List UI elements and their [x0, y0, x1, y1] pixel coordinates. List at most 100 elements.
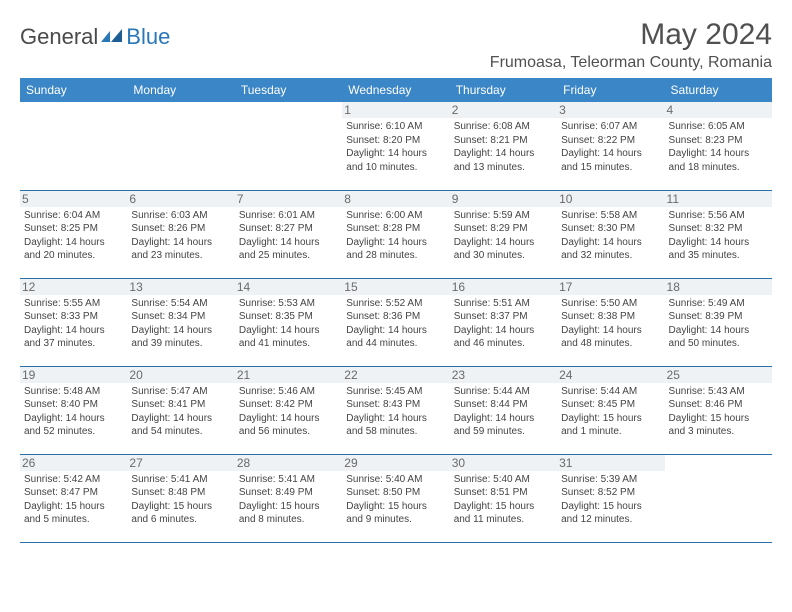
weekday-header: Thursday — [450, 78, 557, 102]
calendar-day-cell: 3Sunrise: 6:07 AMSunset: 8:22 PMDaylight… — [557, 102, 664, 190]
sunset-text: Sunset: 8:47 PM — [24, 486, 123, 500]
sunset-text: Sunset: 8:23 PM — [669, 134, 768, 148]
day-info: Sunrise: 5:39 AMSunset: 8:52 PMDaylight:… — [561, 473, 660, 527]
day-info: Sunrise: 5:54 AMSunset: 8:34 PMDaylight:… — [131, 297, 230, 351]
sunset-text: Sunset: 8:30 PM — [561, 222, 660, 236]
sunrise-text: Sunrise: 6:08 AM — [454, 120, 553, 134]
sunrise-text: Sunrise: 5:44 AM — [454, 385, 553, 399]
sunrise-text: Sunrise: 5:52 AM — [346, 297, 445, 311]
day-info: Sunrise: 5:56 AMSunset: 8:32 PMDaylight:… — [669, 209, 768, 263]
day-info: Sunrise: 6:10 AMSunset: 8:20 PMDaylight:… — [346, 120, 445, 174]
daylight-text: Daylight: 14 hours and 37 minutes. — [24, 324, 123, 351]
day-info: Sunrise: 6:04 AMSunset: 8:25 PMDaylight:… — [24, 209, 123, 263]
sunrise-text: Sunrise: 5:42 AM — [24, 473, 123, 487]
sunset-text: Sunset: 8:37 PM — [454, 310, 553, 324]
daylight-text: Daylight: 14 hours and 54 minutes. — [131, 412, 230, 439]
sunset-text: Sunset: 8:48 PM — [131, 486, 230, 500]
daylight-text: Daylight: 14 hours and 48 minutes. — [561, 324, 660, 351]
day-info: Sunrise: 5:44 AMSunset: 8:45 PMDaylight:… — [561, 385, 660, 439]
day-number: 18 — [665, 279, 772, 295]
sunrise-text: Sunrise: 6:04 AM — [24, 209, 123, 223]
sunset-text: Sunset: 8:34 PM — [131, 310, 230, 324]
calendar-table: Sunday Monday Tuesday Wednesday Thursday… — [20, 78, 772, 543]
calendar-day-cell: 29Sunrise: 5:40 AMSunset: 8:50 PMDayligh… — [342, 454, 449, 542]
daylight-text: Daylight: 14 hours and 35 minutes. — [669, 236, 768, 263]
sunrise-text: Sunrise: 6:05 AM — [669, 120, 768, 134]
sunset-text: Sunset: 8:45 PM — [561, 398, 660, 412]
sunrise-text: Sunrise: 6:00 AM — [346, 209, 445, 223]
logo-text-blue: Blue — [126, 24, 170, 50]
calendar-day-cell: 9Sunrise: 5:59 AMSunset: 8:29 PMDaylight… — [450, 190, 557, 278]
daylight-text: Daylight: 14 hours and 58 minutes. — [346, 412, 445, 439]
day-info: Sunrise: 5:58 AMSunset: 8:30 PMDaylight:… — [561, 209, 660, 263]
daylight-text: Daylight: 15 hours and 12 minutes. — [561, 500, 660, 527]
calendar-day-cell: 11 Sunrise: 5:56 AMSunset: 8:32 PMDayligh… — [665, 190, 772, 278]
weekday-header: Friday — [557, 78, 664, 102]
daylight-text: Daylight: 15 hours and 9 minutes. — [346, 500, 445, 527]
daylight-text: Daylight: 15 hours and 8 minutes. — [239, 500, 338, 527]
calendar-week-row: 19 Sunrise: 5:48 AMSunset: 8:40 PMDayligh… — [20, 366, 772, 454]
day-info: Sunrise: 5:41 AMSunset: 8:49 PMDaylight:… — [239, 473, 338, 527]
daylight-text: Daylight: 14 hours and 52 minutes. — [24, 412, 123, 439]
day-info: Sunrise: 6:08 AMSunset: 8:21 PMDaylight:… — [454, 120, 553, 174]
sunrise-text: Sunrise: 6:03 AM — [131, 209, 230, 223]
sunset-text: Sunset: 8:36 PM — [346, 310, 445, 324]
day-info: Sunrise: 6:03 AMSunset: 8:26 PMDaylight:… — [131, 209, 230, 263]
day-number: 31 — [557, 455, 664, 471]
calendar-day-cell: 5Sunrise: 6:04 AMSunset: 8:25 PMDaylight… — [20, 190, 127, 278]
sunrise-text: Sunrise: 5:49 AM — [669, 297, 768, 311]
calendar-day-cell: 31 Sunrise: 5:39 AMSunset: 8:52 PMDayligh… — [557, 454, 664, 542]
title-block: May 2024 Frumoasa, Teleorman County, Rom… — [490, 18, 772, 72]
day-info: Sunrise: 5:48 AMSunset: 8:40 PMDaylight:… — [24, 385, 123, 439]
calendar-page: General Blue May 2024 Frumoasa, Teleorma… — [0, 0, 792, 612]
calendar-day-cell: 21Sunrise: 5:46 AMSunset: 8:42 PMDayligh… — [235, 366, 342, 454]
sunrise-text: Sunrise: 5:40 AM — [346, 473, 445, 487]
day-number: 25 — [665, 367, 772, 383]
weekday-header: Saturday — [665, 78, 772, 102]
day-info: Sunrise: 5:42 AMSunset: 8:47 PMDaylight:… — [24, 473, 123, 527]
day-info: Sunrise: 5:46 AMSunset: 8:42 PMDaylight:… — [239, 385, 338, 439]
day-info: Sunrise: 5:50 AMSunset: 8:38 PMDaylight:… — [561, 297, 660, 351]
calendar-day-cell: 8Sunrise: 6:00 AMSunset: 8:28 PMDaylight… — [342, 190, 449, 278]
calendar-day-cell: 28 Sunrise: 5:41 AMSunset: 8:49 PMDayligh… — [235, 454, 342, 542]
sunset-text: Sunset: 8:51 PM — [454, 486, 553, 500]
sunrise-text: Sunrise: 5:45 AM — [346, 385, 445, 399]
day-number: 23 — [450, 367, 557, 383]
sunset-text: Sunset: 8:25 PM — [24, 222, 123, 236]
day-info: Sunrise: 5:47 AMSunset: 8:41 PMDaylight:… — [131, 385, 230, 439]
calendar-day-cell: 23Sunrise: 5:44 AMSunset: 8:44 PMDayligh… — [450, 366, 557, 454]
calendar-day-cell — [665, 454, 772, 542]
day-info: Sunrise: 5:59 AMSunset: 8:29 PMDaylight:… — [454, 209, 553, 263]
daylight-text: Daylight: 15 hours and 1 minute. — [561, 412, 660, 439]
calendar-day-cell: 30Sunrise: 5:40 AMSunset: 8:51 PMDayligh… — [450, 454, 557, 542]
sunset-text: Sunset: 8:43 PM — [346, 398, 445, 412]
day-number: 10 — [557, 191, 664, 207]
sunrise-text: Sunrise: 5:40 AM — [454, 473, 553, 487]
calendar-week-row: 5Sunrise: 6:04 AMSunset: 8:25 PMDaylight… — [20, 190, 772, 278]
page-title: May 2024 — [490, 18, 772, 52]
sunset-text: Sunset: 8:42 PM — [239, 398, 338, 412]
daylight-text: Daylight: 14 hours and 50 minutes. — [669, 324, 768, 351]
sunrise-text: Sunrise: 5:56 AM — [669, 209, 768, 223]
calendar-day-cell: 19 Sunrise: 5:48 AMSunset: 8:40 PMDayligh… — [20, 366, 127, 454]
sunset-text: Sunset: 8:39 PM — [669, 310, 768, 324]
daylight-text: Daylight: 15 hours and 11 minutes. — [454, 500, 553, 527]
day-number: 19 — [20, 367, 127, 383]
sunset-text: Sunset: 8:38 PM — [561, 310, 660, 324]
sunrise-text: Sunrise: 5:58 AM — [561, 209, 660, 223]
day-number: 1 — [342, 102, 449, 118]
day-number: 11 — [665, 191, 772, 207]
calendar-day-cell: 25 Sunrise: 5:43 AMSunset: 8:46 PMDayligh… — [665, 366, 772, 454]
daylight-text: Daylight: 14 hours and 41 minutes. — [239, 324, 338, 351]
day-number: 22 — [342, 367, 449, 383]
sunset-text: Sunset: 8:32 PM — [669, 222, 768, 236]
calendar-day-cell: 20Sunrise: 5:47 AMSunset: 8:41 PMDayligh… — [127, 366, 234, 454]
daylight-text: Daylight: 15 hours and 5 minutes. — [24, 500, 123, 527]
day-number: 28 — [235, 455, 342, 471]
day-info: Sunrise: 5:40 AMSunset: 8:50 PMDaylight:… — [346, 473, 445, 527]
day-info: Sunrise: 5:43 AMSunset: 8:46 PMDaylight:… — [669, 385, 768, 439]
header: General Blue May 2024 Frumoasa, Teleorma… — [20, 18, 772, 72]
calendar-day-cell: 24Sunrise: 5:44 AMSunset: 8:45 PMDayligh… — [557, 366, 664, 454]
calendar-day-cell: 15Sunrise: 5:52 AMSunset: 8:36 PMDayligh… — [342, 278, 449, 366]
daylight-text: Daylight: 14 hours and 32 minutes. — [561, 236, 660, 263]
